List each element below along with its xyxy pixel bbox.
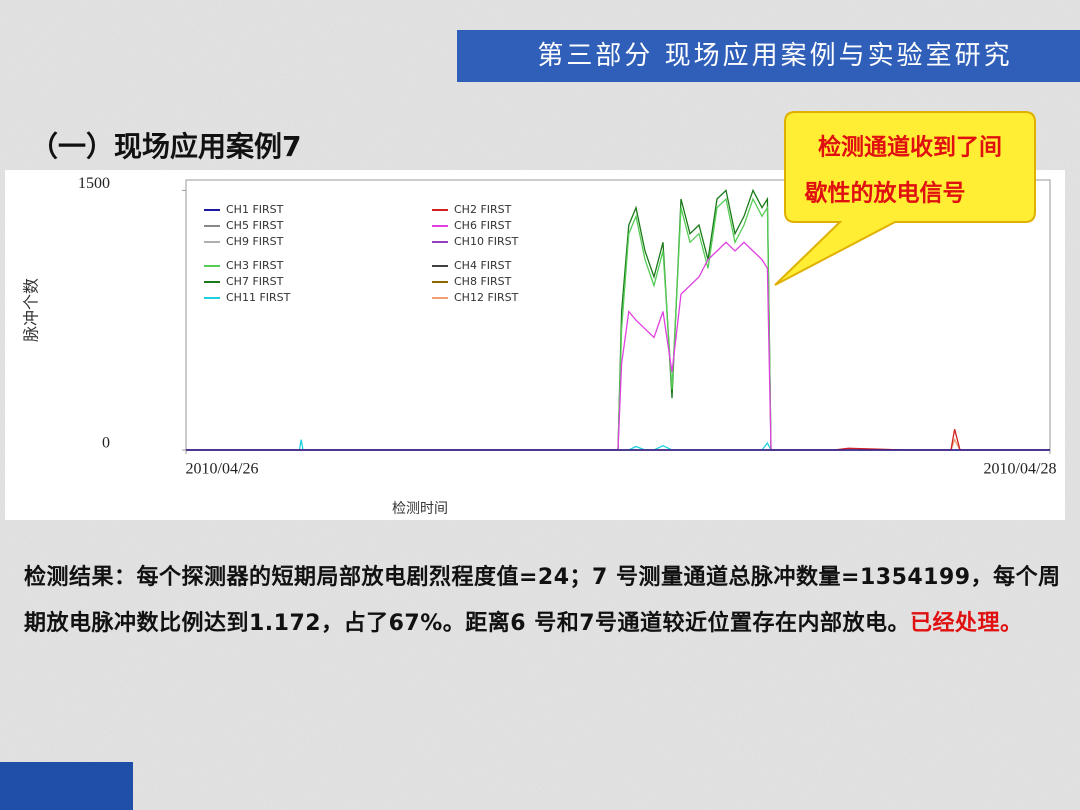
legend-label: CH4 FIRST — [454, 259, 512, 272]
legend-label: CH8 FIRST — [454, 275, 512, 288]
body-text: 检测结果：每个探测器的短期局部放电剧烈程度值=24；7 号测量通道总脉冲数量=1… — [24, 555, 1064, 647]
x-tick-label: 2010/04/28 — [984, 461, 1057, 478]
plot: 0 1500 2010/04/26 2010/04/28 CH1 FIRST CH2 FI… — [78, 175, 1056, 478]
legend-label: CH10 FIRST — [454, 235, 519, 248]
callout-line: 歇性的放电信号 — [805, 180, 966, 207]
y-tick-label: 0 — [102, 435, 110, 452]
legend-label: CH5 FIRST — [226, 219, 284, 232]
legend-label: CH1 FIRST — [226, 203, 284, 216]
heading: （一）现场应用案例7 — [30, 130, 301, 163]
callout-bubble — [774, 111, 1036, 286]
y-axis-label: 脉冲个数 — [23, 278, 41, 342]
legend-label: CH3 FIRST — [226, 259, 284, 272]
x-axis-label: 检测时间 — [392, 501, 448, 517]
header-bar — [457, 30, 1080, 82]
body-paragraph: 检测结果：每个探测器的短期局部放电剧烈程度值=24；7 号测量通道总脉冲数量=1… — [24, 565, 1061, 636]
x-tick-label: 2010/04/26 — [186, 461, 259, 478]
legend-label: CH12 FIRST — [454, 291, 519, 304]
y-tick-label: 1500 — [78, 175, 110, 192]
header-title: 第三部分 现场应用案例与实验室研究 — [537, 41, 1012, 71]
callout-line: 检测通道收到了间 — [818, 134, 1002, 161]
body-highlight: 已经处理。 — [910, 611, 1023, 636]
legend-label: CH11 FIRST — [226, 291, 291, 304]
corner-block — [0, 762, 133, 810]
chart-panel — [5, 170, 1065, 520]
legend-label: CH2 FIRST — [454, 203, 512, 216]
legend-label: CH7 FIRST — [226, 275, 284, 288]
legend-label: CH6 FIRST — [454, 219, 512, 232]
legend-label: CH9 FIRST — [226, 235, 284, 248]
